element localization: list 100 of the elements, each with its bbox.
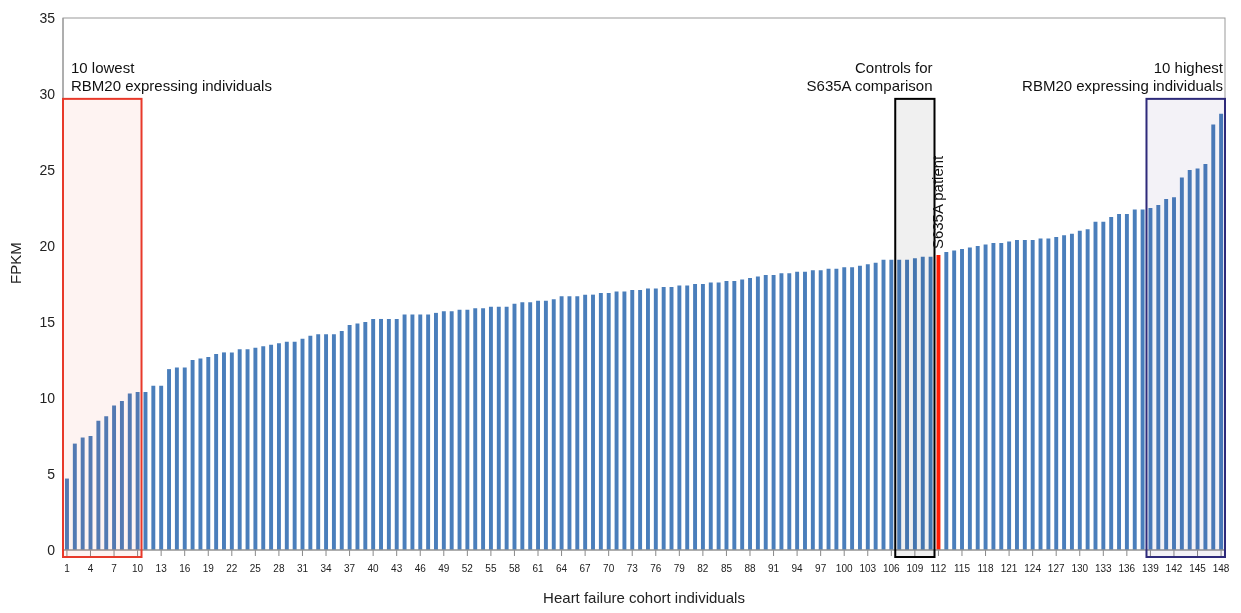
bar — [135, 391, 140, 550]
bar — [174, 367, 179, 550]
x-tick-label: 55 — [485, 563, 497, 575]
bar — [394, 318, 399, 550]
bar — [308, 335, 313, 550]
bar — [284, 341, 289, 550]
x-tick-label: 112 — [930, 563, 947, 575]
bar — [1030, 239, 1035, 550]
bar — [324, 334, 329, 550]
x-tick-label: 37 — [344, 563, 356, 575]
x-tick-label: 40 — [367, 563, 380, 575]
y-tick-label: 5 — [47, 465, 56, 482]
bar — [653, 288, 658, 550]
bar — [991, 242, 996, 550]
bar — [426, 314, 431, 550]
bar — [975, 246, 980, 550]
x-tick-label: 73 — [626, 563, 639, 575]
bar — [253, 347, 258, 550]
bar — [622, 291, 627, 550]
bar — [410, 314, 415, 550]
y-tick-label: 25 — [39, 161, 56, 178]
bar — [1062, 235, 1067, 550]
bar — [693, 284, 698, 550]
bar — [818, 270, 823, 550]
bar — [1187, 170, 1192, 550]
bar — [912, 258, 917, 550]
bar — [559, 296, 564, 550]
bar — [779, 273, 784, 550]
bar — [536, 300, 541, 550]
bar — [999, 242, 1004, 550]
x-tick-label: 127 — [1047, 563, 1065, 575]
bar — [983, 244, 988, 550]
bar — [708, 282, 713, 550]
bar — [865, 264, 870, 550]
x-tick-label: 82 — [697, 563, 709, 575]
bar — [292, 341, 297, 550]
x-axis-title: Heart failure cohort individuals — [543, 589, 745, 606]
bar — [1015, 239, 1019, 550]
bar — [795, 271, 800, 550]
x-tick-label: 4 — [87, 563, 94, 575]
bar — [1132, 209, 1137, 550]
bar — [119, 401, 124, 550]
bar — [151, 385, 156, 550]
x-tick-label: 91 — [767, 563, 780, 575]
bar — [402, 314, 407, 550]
y-tick-label: 0 — [47, 541, 56, 558]
bar — [1172, 197, 1176, 550]
bar — [261, 346, 266, 550]
x-tick-label: 145 — [1189, 563, 1207, 575]
bar — [473, 308, 478, 550]
bar — [857, 265, 862, 550]
y-tick-label: 35 — [39, 9, 56, 26]
bar — [897, 259, 902, 550]
x-tick-label: 58 — [508, 563, 521, 575]
bar — [96, 420, 101, 550]
x-tick-label: 19 — [202, 563, 215, 575]
y-axis-title: FPKM — [7, 242, 25, 284]
band-label: 10 lowest RBM20 expressing individuals — [71, 58, 272, 94]
bar — [614, 291, 619, 550]
bar — [159, 385, 164, 550]
bar — [1203, 163, 1208, 550]
bar — [347, 325, 352, 550]
bar — [700, 284, 705, 550]
band-label: 10 highest RBM20 expressing individuals — [1022, 58, 1224, 94]
bar — [583, 294, 588, 550]
bar — [449, 311, 454, 550]
x-tick-label: 49 — [438, 563, 450, 575]
bar — [543, 300, 548, 550]
x-tick-label: 16 — [179, 563, 191, 575]
bar — [1117, 214, 1122, 550]
bar — [80, 437, 85, 550]
bar — [755, 276, 760, 550]
bar — [598, 293, 603, 550]
bar — [685, 285, 690, 550]
bar — [237, 349, 242, 550]
bar — [661, 287, 666, 550]
bar — [1195, 168, 1200, 550]
x-tick-label: 43 — [391, 563, 403, 575]
bar — [441, 311, 446, 550]
x-tick-label: 76 — [650, 563, 662, 575]
bar — [810, 270, 815, 550]
bar — [1164, 198, 1169, 550]
bar — [1179, 177, 1184, 550]
bar — [842, 267, 847, 550]
x-tick-label: 70 — [603, 563, 615, 575]
bar — [1156, 204, 1161, 550]
bar — [339, 331, 344, 550]
bar — [127, 393, 132, 550]
x-tick-label: 121 — [1000, 563, 1018, 575]
bar — [418, 314, 423, 550]
x-tick-label: 13 — [155, 563, 168, 575]
bar — [748, 277, 752, 550]
bar — [575, 296, 580, 550]
bar — [363, 322, 368, 550]
bar — [496, 306, 501, 550]
bar — [834, 268, 839, 550]
bar — [551, 299, 556, 550]
bar — [787, 273, 792, 550]
bar — [371, 318, 376, 550]
y-tick-label: 30 — [39, 85, 56, 102]
